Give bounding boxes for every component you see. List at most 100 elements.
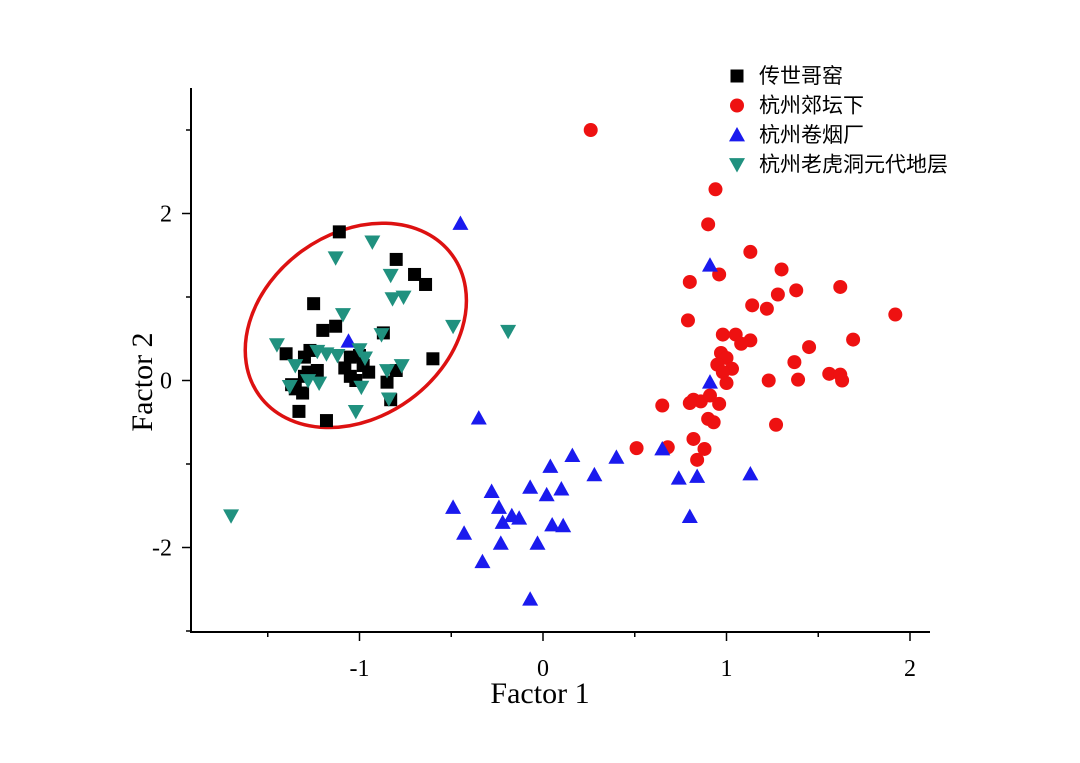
series-1-point [362,365,376,379]
series-2-point [682,274,697,289]
legend-item-4: 杭州老虎洞元代地层 [729,153,948,177]
series-2-point [686,431,701,446]
series-1-point [419,277,433,291]
series-2-point [761,373,776,388]
series-4-point [309,344,326,360]
series-4-point [393,359,410,374]
y-tick-label: 0 [160,369,172,395]
series-3-point [483,483,500,498]
series-3-point [701,374,718,389]
series-1-point [279,347,293,361]
x-axis-title: Factor 1 [490,677,589,710]
series-2-point [789,283,804,298]
series-3-point [670,470,687,485]
series-2-point [770,287,785,302]
series-2-point [759,301,774,316]
series-4-point [380,392,397,407]
axes: -1 0 1 2 -2 0 2 [152,88,930,682]
series-3-point [654,440,671,456]
annotations [243,221,469,430]
series-1-point [316,323,330,337]
series-2-point [822,366,837,381]
legend-marker [730,69,744,83]
y-tick-label: 2 [160,202,172,228]
series-3-point [511,510,528,525]
series-1-point [307,297,321,311]
series-2-point [690,452,705,467]
series-2-point [701,217,716,232]
series-3-point [492,535,509,550]
series-2-points [583,123,903,467]
series-4-points [223,235,517,524]
series-4-point [373,328,390,343]
series-3-point [470,410,487,425]
series-3-point [586,466,603,482]
series-4-point [353,380,370,396]
series-2-point [697,441,712,456]
series-2-point [708,182,723,197]
series-2-point [835,373,850,388]
series-1-point [408,267,422,281]
series-3-point [542,458,559,473]
series-2-point [787,355,802,370]
series-4-point [351,343,368,358]
series-2-point [715,365,730,380]
series-2-point [719,376,734,391]
series-4-point [268,338,285,353]
series-2-point [682,396,697,411]
series-4-point [329,349,346,364]
legend-marker [729,127,745,142]
series-4-point [445,319,462,335]
cluster-ellipse [243,221,469,430]
y-axis-title: Factor 2 [126,332,159,431]
series-4-point [318,347,335,362]
series-1-point [332,225,346,239]
series-2-point [655,398,670,413]
data-points [223,123,903,606]
series-4-point [364,235,381,250]
series-4-point [347,404,364,420]
legend-item-3: 杭州卷烟厂 [729,123,864,147]
y-axis-ticks: -2 0 2 [152,129,191,632]
series-2-point [743,244,758,259]
legend-item-2: 杭州郊坛下 [730,94,864,118]
series-2-point [833,279,848,294]
series-4-point [311,376,328,392]
series-2-point [734,336,749,351]
x-tick-label: -1 [350,656,370,682]
series-2-point [802,340,817,355]
series-2-point [791,372,806,387]
series-4-point [334,308,351,323]
series-2-point [745,298,760,313]
series-3-point [681,508,698,524]
series-4-point [379,364,396,379]
series-4-point [382,268,399,284]
series-3-point [689,468,706,483]
series-1-point [296,386,310,400]
legend-label: 传世哥窑 [759,64,843,88]
series-3-point [522,591,539,606]
series-4-point [223,509,240,524]
series-4-point [395,290,412,305]
series-2-point [888,307,903,322]
x-tick-label: 1 [721,656,733,682]
series-1-point [329,319,343,333]
series-1-point [292,404,306,418]
series-2-point [706,415,721,430]
series-2-point [715,327,730,342]
series-2-point [712,396,727,411]
legend-label: 杭州卷烟厂 [759,123,864,147]
legend-label: 杭州老虎洞元代地层 [759,153,948,177]
series-2-point [680,313,695,328]
y-tick-label: -2 [152,536,172,562]
series-3-point [701,257,718,272]
series-3-point [456,525,473,540]
series-2-point [629,441,644,456]
series-1-point [426,352,440,366]
series-3-points [340,215,759,606]
series-1-point [389,252,403,266]
series-2-point [774,262,789,277]
series-2-point [769,417,784,432]
